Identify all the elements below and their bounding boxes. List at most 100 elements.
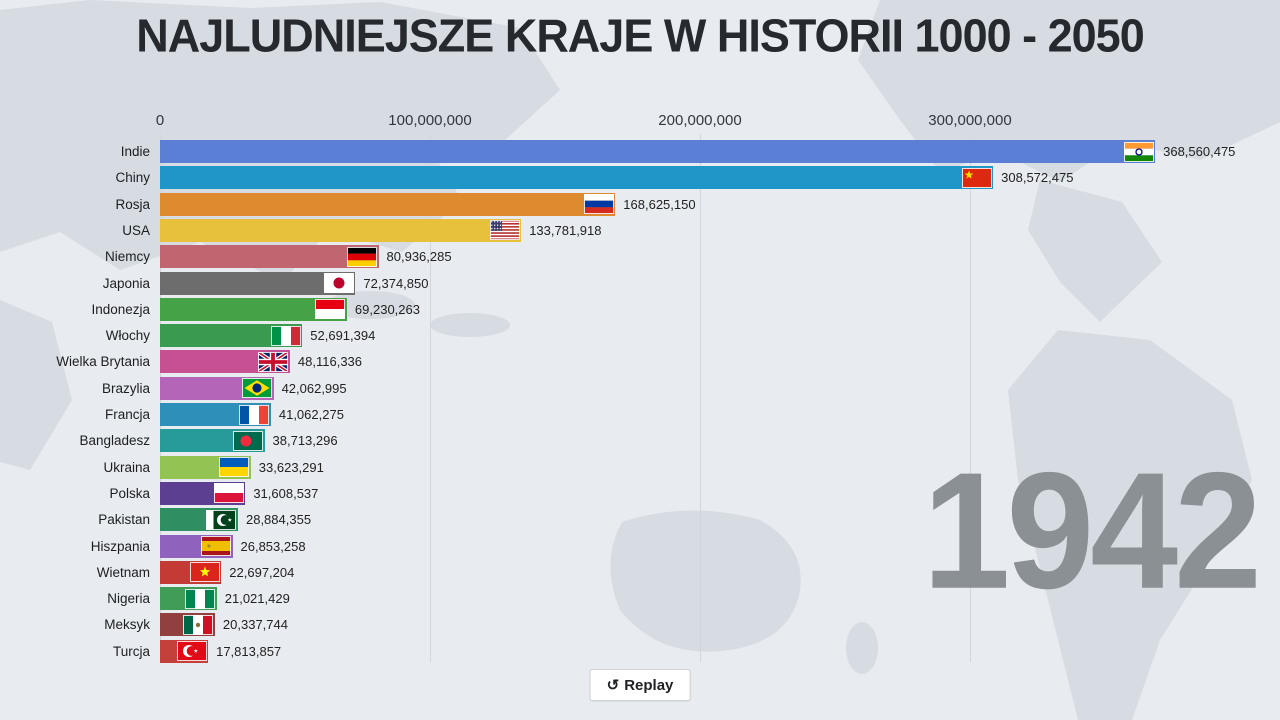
- country-label: Włochy: [105, 328, 150, 344]
- country-label: Indie: [120, 144, 150, 159]
- bar: [160, 376, 274, 400]
- niemcy-flag-icon: [347, 246, 378, 267]
- value-label: 368,560,475: [1163, 144, 1236, 159]
- wlochy-flag-icon: [270, 325, 301, 346]
- country-label: Nigeria: [107, 591, 150, 607]
- value-label: 80,936,285: [386, 249, 452, 265]
- value-label: 21,021,429: [224, 591, 290, 607]
- bar: [160, 613, 215, 637]
- bar-row: Japonia 72,374,850: [0, 271, 1280, 295]
- value-label: 133,781,918: [529, 222, 602, 238]
- bar-row: USA 133,781,918: [0, 218, 1280, 242]
- japonia-flag-icon: [323, 273, 354, 293]
- bar: [160, 271, 356, 295]
- value-label: 168,625,150: [623, 196, 696, 212]
- bar: [160, 350, 290, 374]
- country-label: Indonezja: [91, 301, 150, 317]
- country-label: Niemcy: [104, 249, 150, 265]
- gridline: [970, 134, 971, 662]
- bar: [160, 166, 994, 190]
- bar-row: Indie 368,560,475: [0, 140, 1280, 163]
- value-label: 17,813,857: [216, 643, 282, 659]
- value-label: 38,713,296: [272, 433, 338, 449]
- bar: [160, 455, 251, 479]
- polska-flag-icon: [213, 483, 244, 504]
- country-label: Brazylia: [101, 380, 150, 396]
- country-label: Hiszpania: [90, 538, 150, 554]
- bar-row: Rosja 168,625,150: [0, 192, 1280, 216]
- indonezja-flag-icon: [315, 299, 346, 320]
- bar: [160, 218, 522, 242]
- replay-icon: ↺: [606, 677, 620, 694]
- value-label: 22,697,204: [229, 564, 295, 580]
- indie-flag-icon: [1123, 141, 1154, 162]
- bar-row: Pakistan 28,884,355: [0, 508, 1280, 532]
- bar-row: Indonezja 69,230,263: [0, 297, 1280, 321]
- country-label: Pakistan: [98, 512, 150, 528]
- country-label: Bangladesz: [79, 433, 150, 449]
- bar: [160, 508, 238, 532]
- bar: [160, 245, 379, 269]
- bar-row: Niemcy 80,936,285: [0, 245, 1280, 269]
- value-label: 28,884,355: [245, 512, 312, 528]
- bar-row: Wietnam 22,697,204: [0, 560, 1280, 584]
- year-label: 1942: [922, 438, 1262, 624]
- usa-flag-icon: [489, 220, 520, 241]
- bar: [160, 560, 222, 584]
- axis-tick-label: 100,000,000: [388, 112, 472, 129]
- country-label: USA: [122, 222, 150, 238]
- bar-row: Bangladesz 38,713,296: [0, 429, 1280, 453]
- country-label: Chiny: [115, 170, 150, 186]
- value-label: 33,623,291: [258, 459, 324, 475]
- country-label: Turcja: [112, 643, 150, 659]
- wietnam-flag-icon: [189, 562, 220, 583]
- value-label: 308,572,475: [1001, 170, 1074, 186]
- francja-flag-icon: [239, 404, 270, 425]
- bangladesz-flag-icon: [233, 430, 264, 451]
- value-label: 26,853,258: [240, 538, 306, 554]
- bar: [160, 140, 1156, 163]
- value-label: 72,374,850: [363, 275, 429, 291]
- turcja-flag-icon: [176, 641, 207, 662]
- country-label: Polska: [109, 485, 150, 501]
- value-label: 69,230,263: [354, 301, 420, 317]
- replay-button[interactable]: ↺ Replay: [589, 669, 691, 701]
- nigeria-flag-icon: [185, 588, 216, 609]
- bar: [160, 481, 246, 505]
- axis-tick-label: 200,000,000: [658, 112, 742, 129]
- bar: [160, 639, 209, 663]
- bar-row: Brazylia 42,062,995: [0, 376, 1280, 400]
- replay-label: Replay: [624, 677, 674, 694]
- rosja-flag-icon: [583, 194, 614, 215]
- gridline: [430, 134, 431, 662]
- country-label: Ukraina: [103, 459, 150, 475]
- bar-row: Turcja 17,813,857: [0, 639, 1280, 663]
- wielka-brytania-flag-icon: [258, 351, 289, 372]
- gridline: [700, 134, 701, 662]
- bar-row: Ukraina 33,623,291: [0, 455, 1280, 479]
- bar: [160, 297, 347, 321]
- value-label: 20,337,744: [222, 617, 288, 633]
- bar-row: Polska 31,608,537: [0, 481, 1280, 505]
- value-label: 31,608,537: [253, 485, 319, 501]
- bar-row: Meksyk 20,337,744: [0, 613, 1280, 637]
- chart-title: NAJLUDNIEJSZE KRAJE W HISTORII 1000 - 20…: [136, 8, 1144, 63]
- country-label: Francja: [104, 407, 150, 422]
- bar-row: Włochy 52,691,394: [0, 324, 1280, 348]
- pakistan-flag-icon: [206, 509, 237, 530]
- hiszpania-flag-icon: [201, 536, 231, 556]
- bar-row: Francja 41,062,275: [0, 403, 1280, 426]
- country-label: Meksyk: [104, 617, 150, 633]
- country-label: Rosja: [115, 196, 150, 212]
- meksyk-flag-icon: [183, 614, 214, 635]
- axis-tick-label: 300,000,000: [928, 112, 1012, 129]
- axis-tick-label: 0: [155, 112, 165, 129]
- bar: [160, 534, 233, 558]
- ukraina-flag-icon: [219, 457, 250, 478]
- bar: [160, 403, 271, 426]
- value-label: 42,062,995: [281, 380, 347, 396]
- country-label: Wietnam: [96, 564, 150, 580]
- bar: [160, 587, 217, 611]
